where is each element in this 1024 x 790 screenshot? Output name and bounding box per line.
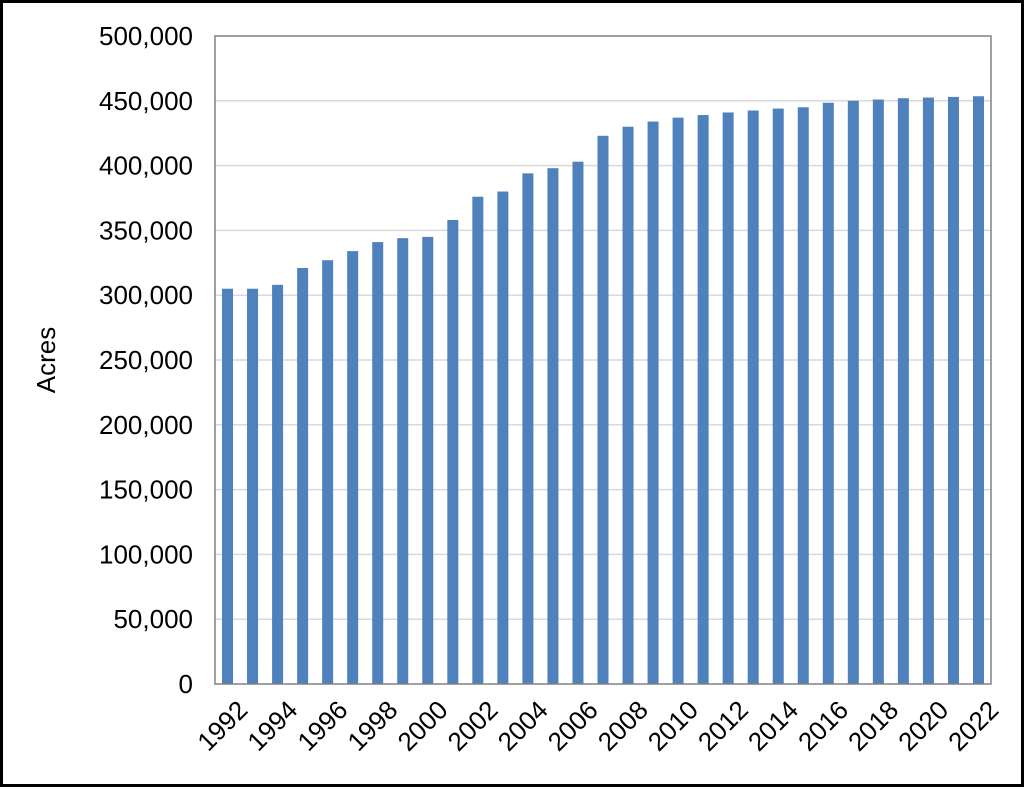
bar-2021 [947, 96, 959, 685]
bar-2022 [972, 96, 984, 685]
bar-1996 [322, 260, 334, 684]
y-tick-label: 0 [179, 669, 193, 699]
y-tick-label: 450,000 [99, 86, 193, 116]
bar-2019 [897, 98, 909, 684]
x-tick-label: 2004 [492, 695, 554, 757]
x-tick-label: 2008 [592, 695, 654, 757]
bar-2018 [872, 99, 884, 684]
bar-2009 [647, 121, 659, 684]
bar-1993 [247, 288, 259, 684]
x-tick-label: 2020 [892, 695, 954, 757]
y-tick-labels: 0 50,000 100,000 150,000 200,000 250,000 300,0… [99, 21, 193, 699]
plot-area-border [214, 35, 992, 685]
bar-1999 [397, 238, 409, 684]
bar-2008 [622, 126, 634, 685]
bar-2001 [447, 220, 459, 685]
y-tick-label: 350,000 [99, 215, 193, 245]
y-tick-label: 50,000 [113, 604, 193, 634]
bar-1997 [347, 251, 359, 685]
bar-2004 [522, 173, 534, 684]
x-tick-label: 2022 [942, 695, 1004, 757]
bar-2002 [472, 196, 484, 685]
x-tick-label: 2016 [792, 695, 854, 757]
bar-2006 [572, 161, 584, 684]
bar-2013 [747, 110, 759, 684]
x-tick-label: 2010 [642, 695, 704, 757]
y-tick-label: 100,000 [99, 539, 193, 569]
x-tick-label: 2002 [442, 695, 504, 757]
x-tick-label: 2000 [391, 695, 453, 757]
bar-2020 [922, 97, 934, 684]
bar-2011 [697, 115, 709, 684]
x-tick-labels: 1992199419961998200020022004200620082010… [191, 695, 1004, 757]
x-tick-label: 1994 [241, 695, 303, 757]
bar-2010 [672, 117, 684, 684]
bar-1995 [297, 267, 309, 684]
bar-1998 [372, 242, 384, 684]
bar-1992 [222, 288, 234, 684]
y-tick-label: 250,000 [99, 345, 193, 375]
bar-2015 [797, 107, 809, 684]
bar-2012 [722, 112, 734, 685]
bar-2016 [822, 102, 834, 684]
y-axis-title: Acres [31, 327, 61, 393]
x-tick-label: 2018 [842, 695, 904, 757]
x-tick-label: 2014 [742, 695, 804, 757]
bar-2007 [597, 135, 609, 685]
bar-1994 [272, 284, 284, 684]
y-tick-label: 400,000 [99, 151, 193, 181]
bar-2003 [497, 191, 509, 684]
y-tick-label: 150,000 [99, 475, 193, 505]
bar-2000 [422, 236, 434, 684]
y-tick-label: 300,000 [99, 280, 193, 310]
bar-2014 [772, 108, 784, 685]
x-tick-label: 1998 [341, 695, 403, 757]
bar-2017 [847, 100, 859, 685]
bars [222, 96, 984, 685]
y-tick-label: 200,000 [99, 410, 193, 440]
x-tick-label: 2012 [692, 695, 754, 757]
y-tick-label: 500,000 [99, 21, 193, 51]
bar-2005 [547, 168, 559, 684]
x-tick-label: 1996 [291, 695, 353, 757]
bar-chart: 0 50,000 100,000 150,000 200,000 250,000 300,0… [31, 21, 1004, 757]
x-tick-label: 2006 [542, 695, 604, 757]
x-tick-label: 1992 [191, 695, 253, 757]
